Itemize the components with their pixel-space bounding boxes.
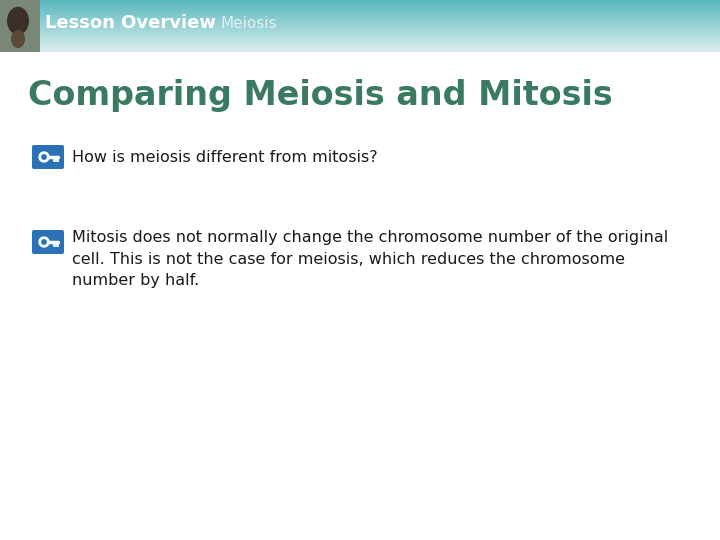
Ellipse shape (7, 7, 29, 35)
Text: Mitosis does not normally change the chromosome number of the original
cell. Thi: Mitosis does not normally change the chr… (72, 230, 668, 288)
Ellipse shape (11, 30, 25, 48)
Text: Comparing Meiosis and Mitosis: Comparing Meiosis and Mitosis (28, 79, 613, 112)
FancyBboxPatch shape (32, 145, 64, 169)
Text: Meiosis: Meiosis (220, 16, 276, 31)
FancyBboxPatch shape (32, 230, 64, 254)
Circle shape (42, 155, 46, 159)
Text: Lesson Overview: Lesson Overview (45, 15, 216, 32)
Circle shape (42, 240, 46, 244)
Circle shape (39, 237, 49, 247)
Text: How is meiosis different from mitosis?: How is meiosis different from mitosis? (72, 150, 377, 165)
Circle shape (39, 152, 49, 162)
FancyBboxPatch shape (0, 0, 40, 52)
